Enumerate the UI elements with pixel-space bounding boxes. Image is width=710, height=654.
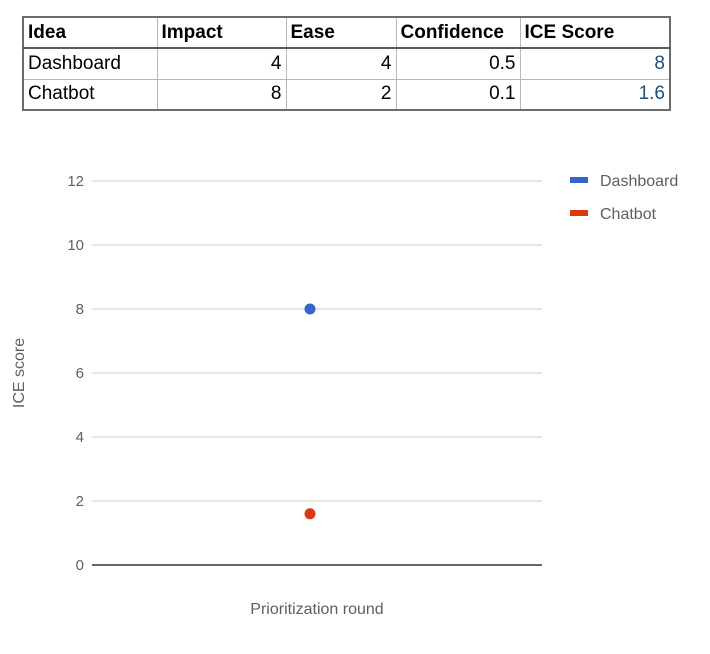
table-cell[interactable]: 8	[156, 78, 287, 111]
legend-label[interactable]: Dashboard	[600, 173, 678, 190]
table-cell[interactable]: Chatbot	[22, 78, 158, 111]
y-tick-label: 6	[76, 365, 84, 382]
table-header-row: Idea Impact Ease Confidence ICE Score	[22, 16, 671, 49]
table-cell[interactable]: 0.1	[395, 78, 521, 111]
data-point-dashboard[interactable]	[304, 303, 316, 315]
header-cell[interactable]: ICE Score	[519, 16, 671, 49]
ice-score-chart[interactable]: 0 2 4 6 8 10 12 Prioritization round ICE score…	[0, 140, 710, 640]
y-tick-label: 8	[76, 301, 84, 318]
y-tick-label: 2	[76, 493, 84, 510]
legend-swatch	[570, 177, 588, 183]
legend-label[interactable]: Chatbot	[600, 206, 657, 223]
y-tick-label: 4	[76, 429, 84, 446]
table-row: Dashboard 4 4 0.5 8	[22, 47, 671, 80]
table-row: Chatbot 8 2 0.1 1.6	[22, 78, 671, 111]
data-points	[304, 303, 316, 520]
ice-table: Idea Impact Ease Confidence ICE Score Da…	[22, 16, 671, 111]
data-point-chatbot[interactable]	[304, 508, 316, 520]
table-cell[interactable]: 0.5	[395, 47, 521, 80]
y-tick-label: 10	[67, 237, 84, 254]
table-cell[interactable]: 4	[285, 47, 397, 80]
x-axis-title: Prioritization round	[250, 601, 383, 618]
header-cell[interactable]: Confidence	[395, 16, 521, 49]
header-cell[interactable]: Impact	[156, 16, 287, 49]
header-cell[interactable]: Idea	[22, 16, 158, 49]
table-cell[interactable]: 1.6	[519, 78, 671, 111]
legend: Dashboard Chatbot	[570, 173, 678, 223]
gridlines	[92, 180, 542, 566]
table-cell[interactable]: Dashboard	[22, 47, 158, 80]
header-cell[interactable]: Ease	[285, 16, 397, 49]
y-tick-labels: 0 2 4 6 8 10 12	[67, 173, 84, 574]
y-tick-label: 0	[76, 557, 84, 574]
table-cell[interactable]: 8	[519, 47, 671, 80]
table-cell[interactable]: 4	[156, 47, 287, 80]
table-cell[interactable]: 2	[285, 78, 397, 111]
legend-swatch	[570, 210, 588, 216]
y-axis-title: ICE score	[11, 338, 28, 408]
y-tick-label: 12	[67, 173, 84, 190]
